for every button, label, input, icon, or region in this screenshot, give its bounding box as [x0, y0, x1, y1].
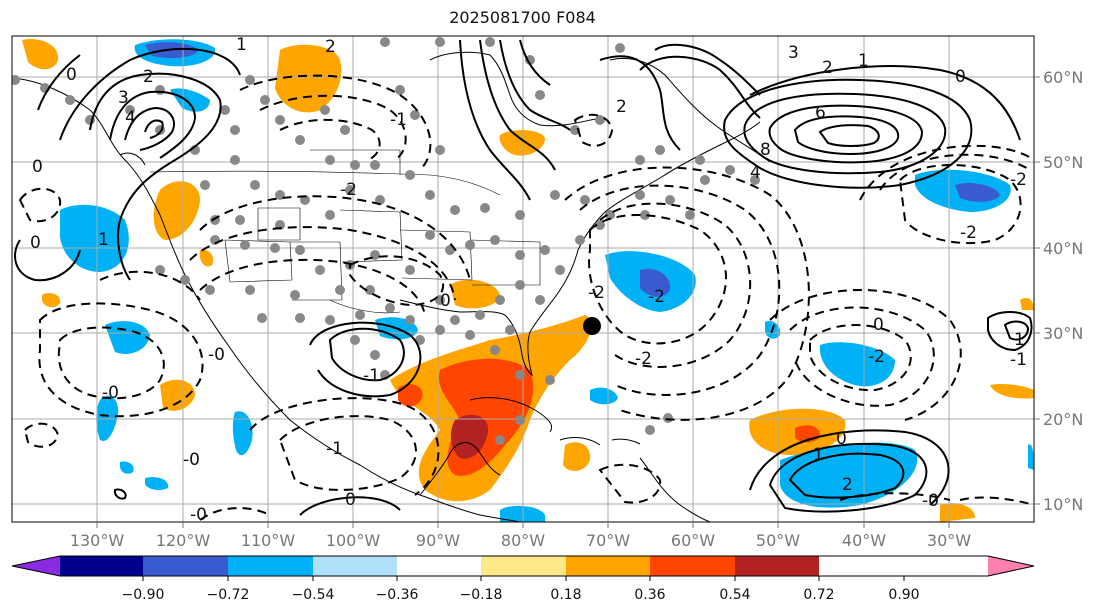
lon-label: 90°W [416, 531, 460, 550]
contour-label: 0 [873, 315, 884, 335]
contour-label: 0 [66, 65, 77, 85]
colorbar-tick-label: 0.72 [803, 587, 834, 603]
contour-label: -2 [648, 287, 665, 307]
contour-label: 0 [30, 233, 41, 253]
colorbar-tick-label: −0.36 [376, 587, 419, 603]
contour-label: 3 [118, 88, 129, 108]
positive-anomaly-shading [22, 39, 1034, 522]
contour-label: 0 [32, 157, 43, 177]
positive-contours [14, 39, 1033, 516]
lat-label: 60°N [1043, 68, 1083, 87]
colorbar-segment [566, 556, 650, 576]
colorbar-segment [735, 556, 819, 576]
colorbar-tick-label: −0.54 [292, 587, 335, 603]
colorbar-high-extend [988, 556, 1034, 576]
contour-label: -2 [1010, 170, 1027, 190]
contour-label: 2 [325, 37, 336, 57]
colorbar-tick-label: −0.18 [460, 587, 503, 603]
contour-label: -1 [1010, 350, 1027, 370]
contour-label: -1 [390, 110, 407, 130]
contour-label: -2 [868, 347, 885, 367]
contour-label: 2 [842, 475, 853, 495]
contour-label: 1 [813, 445, 824, 465]
contour-label: 0 [345, 490, 356, 510]
colorbar-segment [228, 556, 313, 576]
contour-label: 1 [858, 51, 869, 71]
contour-label: -0 [922, 491, 939, 511]
map-panel: 1 2 2 3 4 1 0 0 0 0 -1 -1 -2 -2 2 6 8 4 … [12, 35, 1034, 525]
contour-label: -0 [102, 383, 119, 403]
contour-label: -0 [183, 450, 200, 470]
colorbar-ticks [142, 576, 905, 581]
colorbar-segment [397, 556, 481, 576]
lat-label: 30°N [1043, 324, 1083, 343]
contour-label: 8 [760, 140, 771, 160]
lat-label: 50°N [1043, 153, 1083, 172]
latitude-labels: 60°N 50°N 40°N 30°N 20°N 10°N [1043, 68, 1083, 514]
colorbar-segment [313, 556, 397, 576]
contour-label: -2 [635, 349, 652, 369]
colorbar-tick-label: 0.18 [550, 587, 581, 603]
longitude-labels: 130°W 120°W 110°W 100°W 90°W 80°W 70°W 6… [70, 531, 971, 550]
colorbar-tick-label: 0.90 [888, 587, 919, 603]
axis-ticks [96, 76, 1040, 528]
contour-label: 2 [143, 67, 154, 87]
colorbar-segment [60, 556, 143, 576]
colorbar-segment [650, 556, 735, 576]
lat-label: 10°N [1043, 495, 1083, 514]
lon-label: 130°W [70, 531, 125, 550]
contour-label: 1 [98, 230, 109, 250]
colorbar-tick-label: −0.90 [122, 587, 165, 603]
colorbar-segment [143, 556, 228, 576]
colorbar: −0.90 −0.72 −0.54 −0.36 −0.18 0.18 0.36 … [11, 555, 1035, 603]
lon-label: 30°W [927, 531, 971, 550]
contour-label: 4 [125, 108, 136, 128]
contour-label: -2 [588, 283, 605, 303]
contour-label: 1 [1014, 330, 1025, 350]
contour-label: 0 [955, 67, 966, 87]
colorbar-tick-label: 0.54 [719, 587, 750, 603]
colorbar-segment [481, 556, 566, 576]
colorbar-tick-labels: −0.90 −0.72 −0.54 −0.36 −0.18 0.18 0.36 … [122, 587, 920, 603]
lon-label: 50°W [756, 531, 800, 550]
map-title: 2025081700 F084 [449, 8, 596, 27]
lon-label: 110°W [241, 531, 296, 550]
colorbar-tick-label: −0.72 [207, 587, 250, 603]
storm-position-marker [583, 317, 601, 335]
colorbar-low-extend [12, 556, 60, 576]
contour-label: 4 [750, 163, 761, 183]
contour-labels: 1 2 2 3 4 1 0 0 0 0 -1 -1 -2 -2 2 6 8 4 … [30, 35, 1027, 525]
lat-label: 20°N [1043, 410, 1083, 429]
contour-label: -1 [363, 366, 380, 386]
colorbar-tick-label: 0.36 [634, 587, 665, 603]
contour-label: 0 [836, 429, 847, 449]
lon-label: 40°W [842, 531, 886, 550]
contour-label: 2 [822, 58, 833, 78]
contour-label: 0 [440, 291, 451, 311]
contour-label: 2 [616, 97, 627, 117]
lat-label: 40°N [1043, 239, 1083, 258]
lon-label: 80°W [501, 531, 545, 550]
colorbar-segments [60, 556, 819, 576]
contour-label: 3 [788, 43, 799, 63]
lon-label: 100°W [326, 531, 381, 550]
significance-dots [12, 37, 760, 445]
negative-contours [18, 74, 1034, 521]
contour-label: 6 [815, 103, 826, 123]
political-boundaries [149, 149, 541, 314]
contour-label: 1 [236, 35, 247, 55]
lon-label: 120°W [156, 531, 211, 550]
contour-label: -1 [326, 439, 343, 459]
contour-label: -2 [960, 223, 977, 243]
contour-label: -0 [208, 345, 225, 365]
negative-anomaly-shading [59, 39, 1034, 522]
lon-label: 60°W [671, 531, 715, 550]
contour-label: -2 [340, 180, 357, 200]
lon-label: 70°W [586, 531, 630, 550]
contour-label: -0 [190, 505, 207, 525]
